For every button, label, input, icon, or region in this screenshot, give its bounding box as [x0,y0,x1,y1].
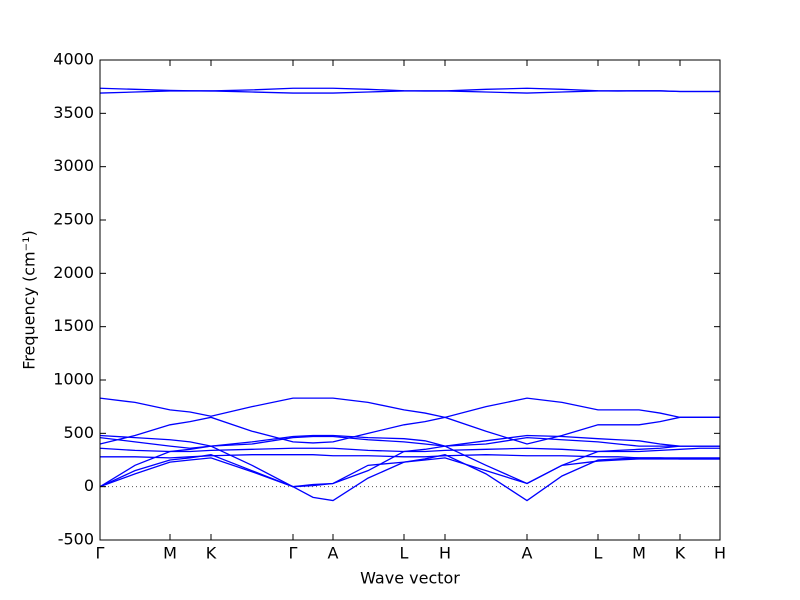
y-tick-label: 2500 [53,210,94,229]
band-line [99,397,720,418]
band-line [99,416,720,445]
y-tick-label: 2000 [53,263,94,282]
band-line [99,90,720,94]
x-tick-label: K [206,544,217,563]
x-tick-label: H [439,544,451,563]
x-tick-label: A [522,544,533,563]
band-line [99,457,720,488]
plot-frame [99,59,721,541]
band-line [99,434,720,447]
x-tick-label: A [328,544,339,563]
y-tick-label: 1500 [53,316,94,335]
x-tick-label: L [594,544,603,563]
x-tick-label: Γ [96,544,105,563]
y-axis-label: Frequency (cm⁻¹) [20,230,39,369]
x-tick-label: H [714,544,726,563]
y-tick-label: -500 [58,530,94,549]
y-tick-label: 1000 [53,370,94,389]
y-tick-label: 4000 [53,50,94,69]
y-tick-label: 0 [84,476,94,495]
x-tick-label: Γ [289,544,298,563]
x-tick-label: K [675,544,686,563]
y-tick-label: 500 [63,423,94,442]
x-axis-label: Wave vector [360,569,460,588]
y-tick-label: 3000 [53,156,94,175]
band-line [99,453,720,502]
band-line [99,445,720,488]
x-tick-label: M [632,544,646,563]
x-tick-label: M [163,544,177,563]
x-tick-label: L [400,544,409,563]
y-tick-label: 3500 [53,103,94,122]
band-line [99,447,720,453]
